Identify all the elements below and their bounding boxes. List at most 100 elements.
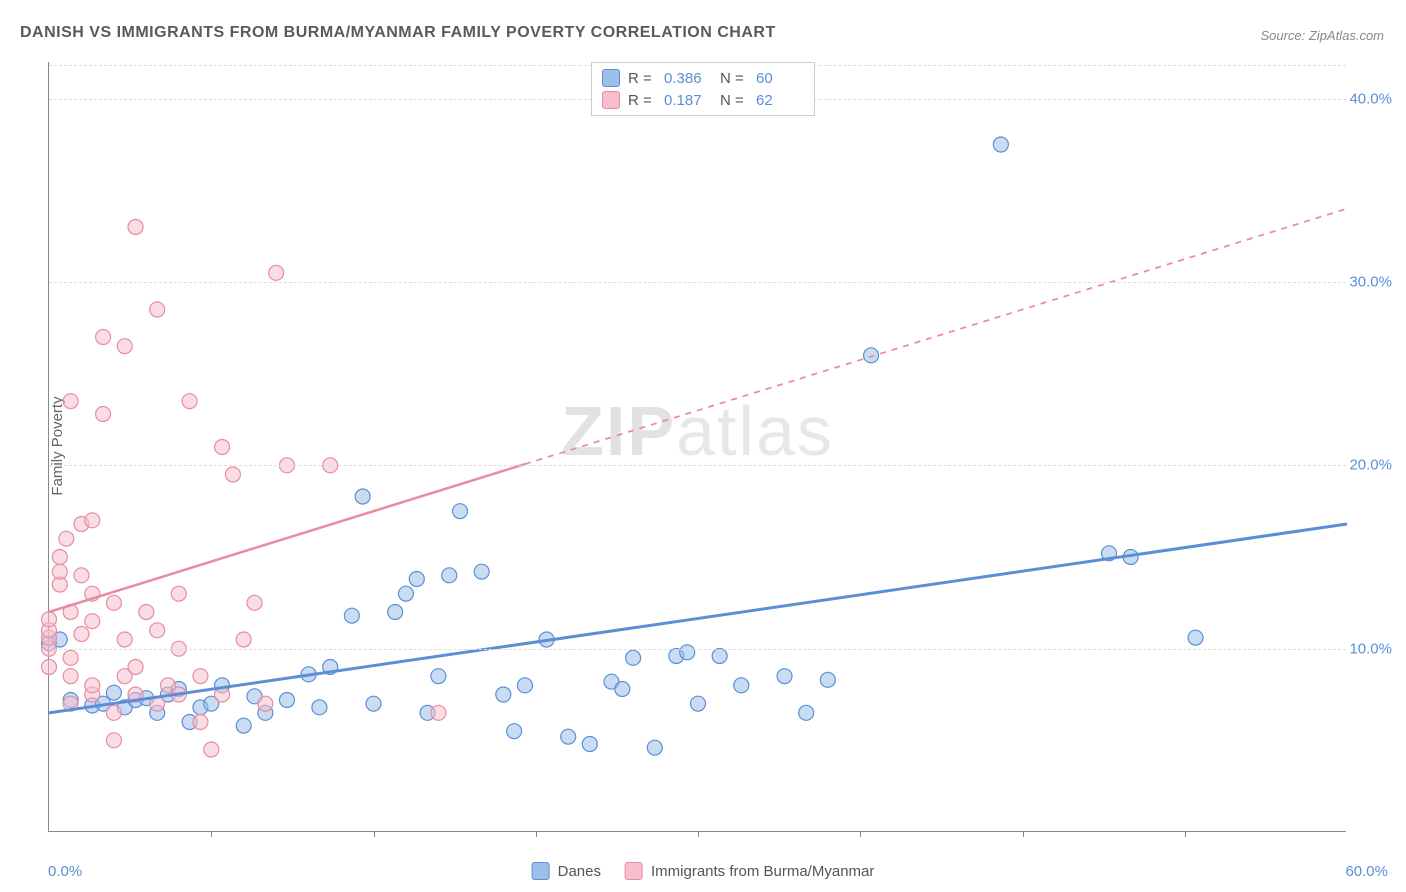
y-tick-label: 20.0%: [1349, 457, 1392, 474]
data-point: [63, 650, 78, 665]
data-point: [106, 595, 121, 610]
x-tick-zero: 0.0%: [48, 863, 82, 880]
data-point: [128, 220, 143, 235]
data-point: [582, 737, 597, 752]
data-point: [647, 740, 662, 755]
data-point: [96, 330, 111, 345]
data-point: [171, 586, 186, 601]
data-point: [52, 550, 67, 565]
data-point: [117, 632, 132, 647]
legend-r-label: R =: [628, 70, 656, 87]
data-point: [474, 564, 489, 579]
data-point: [85, 678, 100, 693]
data-point: [398, 586, 413, 601]
trend-line-extrapolated: [525, 209, 1347, 464]
data-point: [993, 137, 1008, 152]
data-point: [366, 696, 381, 711]
legend-n-label: N =: [720, 70, 748, 87]
data-point: [279, 693, 294, 708]
data-point: [74, 627, 89, 642]
data-point: [388, 605, 403, 620]
data-point: [236, 718, 251, 733]
data-point: [734, 678, 749, 693]
data-point: [106, 685, 121, 700]
data-point: [269, 265, 284, 280]
legend-stat-row: R = 0.386 N = 60: [602, 67, 804, 89]
series-legend: Danes Immigrants from Burma/Myanmar: [532, 862, 875, 880]
data-point: [52, 564, 67, 579]
source-label: Source: ZipAtlas.com: [1260, 28, 1384, 43]
data-point: [150, 302, 165, 317]
x-tick-mark: [211, 831, 212, 837]
data-point: [615, 682, 630, 697]
data-point: [85, 614, 100, 629]
data-point: [63, 394, 78, 409]
x-tick-max: 60.0%: [1345, 863, 1388, 880]
data-point: [561, 729, 576, 744]
legend-swatch: [532, 862, 550, 880]
data-point: [344, 608, 359, 623]
data-point: [820, 672, 835, 687]
data-point: [59, 531, 74, 546]
data-point: [193, 669, 208, 684]
x-tick-mark: [536, 831, 537, 837]
data-point: [193, 715, 208, 730]
legend-swatch: [602, 91, 620, 109]
plot-area: ZIPatlas: [48, 62, 1346, 832]
data-point: [42, 660, 57, 675]
data-point: [442, 568, 457, 583]
gridline: [49, 649, 1346, 650]
legend-r-value: 0.187: [664, 92, 712, 109]
x-tick-mark: [1023, 831, 1024, 837]
legend-stat-row: R =0.187N =62: [602, 89, 804, 111]
data-point: [626, 650, 641, 665]
data-point: [204, 742, 219, 757]
x-tick-mark: [860, 831, 861, 837]
x-tick-mark: [698, 831, 699, 837]
data-point: [355, 489, 370, 504]
gridline: [49, 465, 1346, 466]
trend-line: [49, 464, 525, 612]
data-point: [96, 407, 111, 422]
data-point: [85, 513, 100, 528]
data-point: [799, 705, 814, 720]
correlation-legend: R = 0.386 N = 60R = 0.187 N = 62: [591, 62, 815, 116]
y-tick-label: 40.0%: [1349, 90, 1392, 107]
data-point: [1188, 630, 1203, 645]
data-point: [777, 669, 792, 684]
data-point: [117, 339, 132, 354]
data-point: [236, 632, 251, 647]
data-point: [517, 678, 532, 693]
legend-label: Danes: [558, 863, 601, 880]
gridline: [49, 282, 1346, 283]
data-point: [712, 649, 727, 664]
data-point: [150, 623, 165, 638]
y-tick-label: 30.0%: [1349, 274, 1392, 291]
data-point: [106, 733, 121, 748]
chart-title: DANISH VS IMMIGRANTS FROM BURMA/MYANMAR …: [20, 24, 776, 42]
legend-n-value: 62: [756, 92, 804, 109]
legend-swatch: [602, 69, 620, 87]
data-point: [691, 696, 706, 711]
chart-container: DANISH VS IMMIGRANTS FROM BURMA/MYANMAR …: [0, 0, 1406, 892]
x-tick-mark: [374, 831, 375, 837]
data-point: [312, 700, 327, 715]
data-point: [74, 568, 89, 583]
data-point: [680, 645, 695, 660]
data-point: [128, 660, 143, 675]
data-point: [63, 669, 78, 684]
x-tick-mark: [1185, 831, 1186, 837]
legend-item: Immigrants from Burma/Myanmar: [625, 862, 874, 880]
data-point: [182, 394, 197, 409]
legend-r-value: 0.386: [664, 70, 712, 87]
legend-n-value: 60: [756, 70, 804, 87]
legend-swatch: [625, 862, 643, 880]
y-tick-label: 10.0%: [1349, 640, 1392, 657]
chart-svg: [49, 62, 1346, 831]
data-point: [409, 572, 424, 587]
data-point: [215, 440, 230, 455]
data-point: [106, 705, 121, 720]
data-point: [225, 467, 240, 482]
data-point: [453, 504, 468, 519]
legend-n-label: N =: [720, 92, 748, 109]
